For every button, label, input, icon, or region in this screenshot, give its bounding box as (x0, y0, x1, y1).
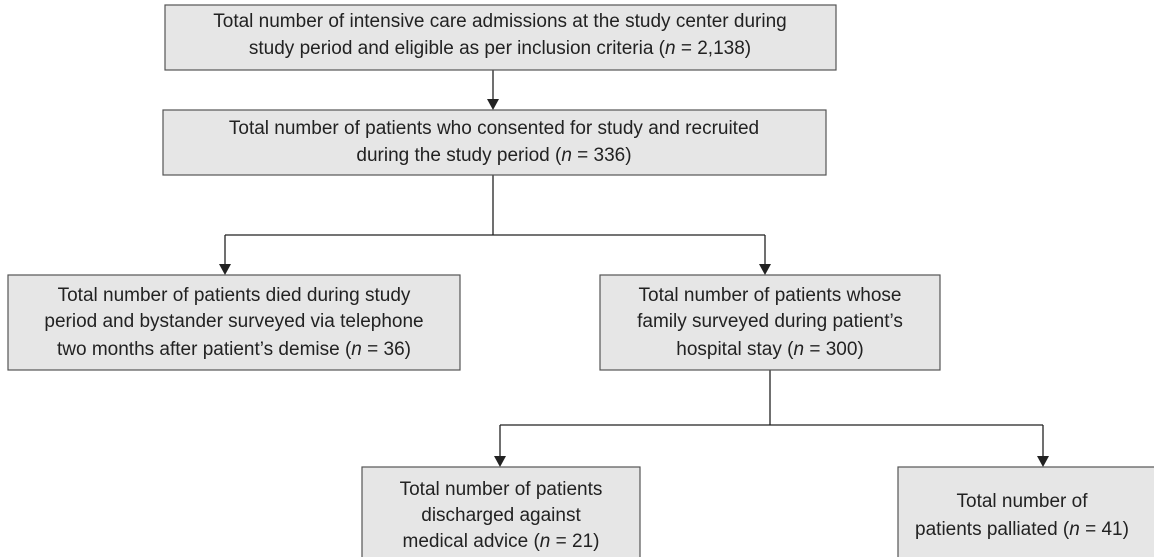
text-run: = 336) (572, 145, 632, 166)
text-run: = 2,138) (676, 38, 752, 59)
node-text: Total number of intensive care admission… (213, 11, 786, 32)
node-text: period and bystander surveyed via teleph… (44, 311, 423, 332)
text-run: patients palliated ( (915, 519, 1070, 540)
text-run: medical advice ( (403, 531, 541, 552)
text-run: n (540, 531, 551, 552)
node-text: Total number of patients died during stu… (58, 285, 411, 306)
node-text: Total number of (957, 491, 1089, 512)
node: Total number of patients palliated (n = 4… (897, 466, 1154, 557)
text-run: Total number of patients (400, 479, 603, 500)
node-box (897, 466, 1154, 557)
text-run: study period and eligible as per inclusi… (249, 38, 666, 59)
text-run: = 21) (550, 531, 599, 552)
arrowhead (759, 264, 771, 275)
text-run: hospital stay ( (676, 339, 794, 360)
node-box (162, 109, 827, 176)
node: Total number of patients died during stu… (7, 274, 461, 371)
arrowhead (1037, 456, 1049, 467)
node-box (164, 4, 837, 71)
node-text: Total number of patients (400, 479, 603, 500)
node-text: during the study period (n = 336) (356, 145, 631, 166)
node: Total number of patients whose family sur… (599, 274, 941, 371)
node: Total number of intensive care admission… (164, 4, 837, 71)
text-run: n (351, 339, 362, 360)
node-text: study period and eligible as per inclusi… (249, 38, 751, 59)
text-run: during the study period ( (356, 145, 562, 166)
text-run: n (1069, 519, 1080, 540)
node-text: hospital stay (n = 300) (676, 339, 864, 360)
arrowhead (219, 264, 231, 275)
text-run: discharged against (421, 505, 581, 526)
node-text: family surveyed during patient’s (637, 311, 903, 332)
text-run: two months after patient’s demise ( (57, 339, 352, 360)
text-run: Total number of patients who consented f… (229, 118, 759, 139)
text-run: Total number of patients whose (639, 285, 902, 306)
node-text: Total number of patients who consented f… (229, 118, 759, 139)
text-run: family surveyed during patient’s (637, 311, 903, 332)
node: Total number of patients discharged again… (361, 466, 641, 557)
connectors (219, 70, 1049, 467)
arrowhead (487, 99, 499, 110)
node-text: two months after patient’s demise (n = 3… (57, 339, 411, 360)
text-run: n (793, 339, 804, 360)
text-run: Total number of patients died during stu… (58, 285, 411, 306)
text-run: Total number of intensive care admission… (213, 11, 786, 32)
node-text: discharged against (421, 505, 581, 526)
node-box (361, 466, 641, 557)
node-text: medical advice (n = 21) (403, 531, 600, 552)
node: Total number of patients who consented f… (162, 109, 827, 176)
node-box (599, 274, 941, 371)
text-run: Total number of (957, 491, 1089, 512)
text-run: period and bystander surveyed via teleph… (44, 311, 423, 332)
node-box (7, 274, 461, 371)
text-run: = 36) (362, 339, 411, 360)
text-run: = 300) (804, 339, 864, 360)
text-run: n (665, 38, 676, 59)
node-text: Total number of patients whose (639, 285, 902, 306)
text-run: n (561, 145, 572, 166)
node-text: patients palliated (n = 41) (915, 519, 1129, 540)
arrowhead (494, 456, 506, 467)
text-run: = 41) (1080, 519, 1129, 540)
